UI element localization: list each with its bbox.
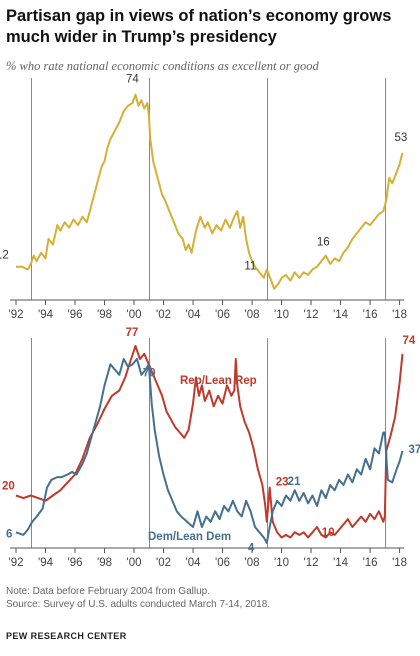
x-tick-label: '10 <box>274 309 289 321</box>
x-tick-label: '92 <box>9 309 24 321</box>
x-tick-label: '16 <box>363 309 378 321</box>
series-line-total <box>16 93 404 290</box>
series-line-rep-lean-rep <box>15 344 404 539</box>
x-tick-label: '92 <box>9 557 24 569</box>
data-label: 37 <box>409 444 420 456</box>
x-tick-label: '06 <box>215 309 230 321</box>
x-tick-label: '96 <box>68 557 83 569</box>
data-label: 11 <box>244 260 256 272</box>
data-label: 23 <box>276 477 289 489</box>
x-tick-label: '00 <box>127 309 142 321</box>
x-tick-label: '08 <box>245 309 260 321</box>
data-label: 16 <box>317 237 330 249</box>
x-tick-label: '18 <box>392 557 407 569</box>
data-label: 74 <box>126 74 139 86</box>
data-label: 10 <box>322 527 335 539</box>
data-label: 21 <box>288 476 301 488</box>
x-tick-label: '12 <box>304 557 319 569</box>
x-tick-label: '98 <box>97 309 112 321</box>
data-label: 70 <box>143 367 156 379</box>
x-tick-label: '18 <box>392 309 407 321</box>
x-tick-label: '02 <box>156 557 171 569</box>
x-tick-label: '04 <box>186 309 202 321</box>
x-tick-label: '04 <box>186 557 202 569</box>
chart-note: Note: Data before February 2004 from Gal… <box>6 586 210 597</box>
overall-chart: '92 '94 '96 '98 '00 '02 '04 '06 '08 '10 '12 '14 '16 '… <box>0 74 407 321</box>
x-tick-label: '14 <box>333 557 349 569</box>
series-name-label: Rep/Lean Rep <box>180 375 257 387</box>
data-label: 6 <box>6 528 12 540</box>
data-label: 4 <box>248 543 255 555</box>
partisan-chart: '92 '94 '96 '98 '00 '02 '04 '06 '08 '10 '12 '14 '16 '… <box>2 327 420 569</box>
series-name-label: Dem/Lean Dem <box>148 531 231 543</box>
chart-source: Source: Survey of U.S. adults conducted … <box>6 599 271 610</box>
x-tick-label: '94 <box>38 557 54 569</box>
series-line-dem-lean-dem <box>15 358 404 544</box>
data-label: 77 <box>125 327 138 339</box>
data-label: 74 <box>403 335 416 347</box>
x-tick-label: '14 <box>333 309 349 321</box>
x-tick-label: '16 <box>363 557 378 569</box>
x-tick-label: '12 <box>304 309 319 321</box>
x-tick-label: '08 <box>245 557 260 569</box>
chart-subtitle: % who rate national economic conditions … <box>6 59 319 73</box>
chart-title: Partisan gap in views of nation’s econom… <box>6 7 392 46</box>
x-tick-label: '98 <box>97 557 112 569</box>
x-tick-label: '10 <box>274 557 289 569</box>
data-label: 12 <box>0 250 9 262</box>
brand-logo-text: PEW RESEARCH CENTER <box>6 631 127 641</box>
x-tick-label: '00 <box>127 557 142 569</box>
x-tick-label: '02 <box>156 309 171 321</box>
data-label: 53 <box>395 132 408 144</box>
x-tick-label: '06 <box>215 557 230 569</box>
data-label: 20 <box>2 481 15 493</box>
x-tick-label: '94 <box>38 309 54 321</box>
x-tick-label: '96 <box>68 309 83 321</box>
